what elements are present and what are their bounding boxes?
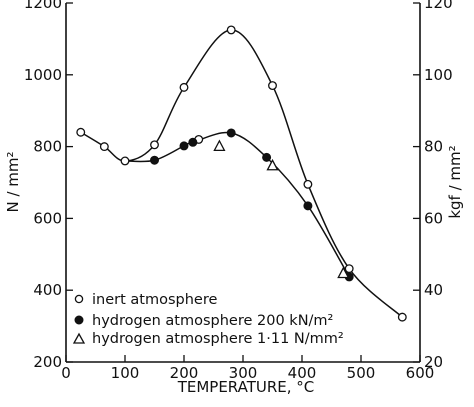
point-hydrogen-111 (266, 158, 279, 171)
curve-inert-atmosphere (80, 29, 403, 318)
y2-tick-label: 100 (424, 66, 453, 84)
y2-axis-label: kgf / mm² (446, 145, 464, 218)
x-tick-label: 500 (347, 364, 376, 382)
point-inert (268, 81, 277, 91)
x-tick-label: 100 (111, 364, 140, 382)
legend-item-inert: inert atmosphere (74, 292, 217, 308)
y2-tick-label: 60 (424, 209, 443, 227)
legend: inert atmosphere hydrogen atmosphere 200… (72, 292, 344, 347)
y2-tick-label: 120 (424, 0, 453, 12)
y-tick-label: 400 (33, 281, 62, 299)
point-hydrogen-200 (188, 137, 198, 147)
point-inert (120, 156, 130, 166)
legend-item-hydrogen-200: hydrogen atmosphere 200 kN/m² (74, 313, 333, 329)
point-hydrogen-200 (303, 201, 313, 211)
legend-label-inert: inert atmosphere (92, 292, 217, 308)
curve-hydrogen-atmosphere (124, 131, 350, 278)
point-inert (76, 127, 86, 137)
series-markers (76, 25, 407, 322)
legend-label-hydrogen-111: hydrogen atmosphere 1·11 N/mm² (92, 331, 344, 347)
y-tick-label: 800 (33, 138, 62, 156)
y2-tick-label: 40 (424, 281, 443, 299)
x-tick-label: 200 (170, 364, 199, 382)
y-tick-label: 600 (33, 209, 62, 227)
y2-tick-label: 20 (424, 353, 443, 371)
x-tick-label: 400 (288, 364, 317, 382)
x-axis-label: TEMPERATURE, °C (177, 378, 315, 396)
y-axis-ticks: 200 400 600 800 1000 1200 (24, 0, 73, 371)
point-hydrogen-111 (213, 139, 226, 152)
legend-label-hydrogen-200: hydrogen atmosphere 200 kN/m² (92, 313, 333, 329)
point-hydrogen-111 (337, 266, 350, 279)
point-inert (226, 25, 236, 35)
legend-open-circle-icon (74, 294, 84, 304)
y-axis-label: N / mm² (4, 151, 22, 212)
point-hydrogen-200 (262, 152, 272, 162)
y-tick-label: 1000 (24, 66, 62, 84)
x-axis-ticks: 0 100 200 300 400 500 600 (61, 355, 434, 382)
point-inert (99, 142, 109, 152)
point-hydrogen-200 (179, 141, 189, 151)
y2-tick-label: 80 (424, 138, 443, 156)
point-inert (150, 140, 159, 150)
y-tick-label: 200 (33, 353, 62, 371)
y2-axis-ticks: 20 40 60 80 100 120 (413, 0, 453, 371)
x-tick-label: 300 (229, 364, 258, 382)
series-curves (80, 29, 403, 318)
legend-item-hydrogen-111: hydrogen atmosphere 1·11 N/mm² (72, 331, 344, 347)
y-tick-label: 1200 (24, 0, 62, 12)
plot-frame (65, 3, 421, 363)
legend-open-triangle-icon (72, 332, 86, 344)
point-inert (397, 312, 407, 322)
point-inert (179, 82, 189, 92)
point-inert (303, 179, 313, 189)
x-tick-label: 0 (61, 364, 71, 382)
legend-filled-circle-icon (74, 315, 84, 325)
point-hydrogen-200 (150, 155, 159, 165)
point-inert (344, 264, 354, 274)
x-tick-label: 600 (406, 364, 435, 382)
point-hydrogen-200 (226, 128, 236, 138)
